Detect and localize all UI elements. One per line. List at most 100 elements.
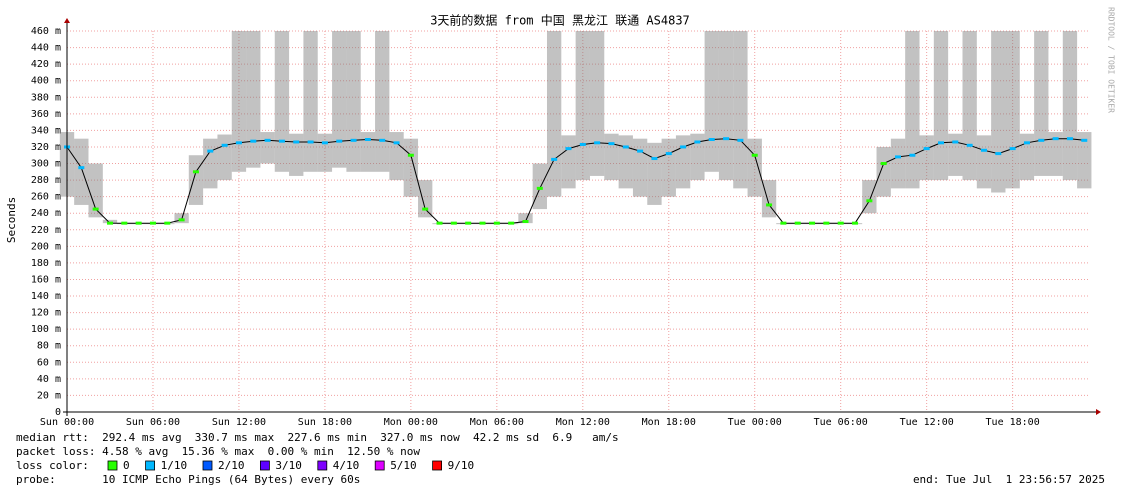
x-tick-label: Sun 12:00	[212, 417, 266, 428]
smoke	[1077, 132, 1092, 189]
y-axis-label: Seconds	[5, 197, 18, 243]
smoke	[403, 138, 419, 197]
y-tick-label: 20 m	[37, 390, 61, 401]
median-point	[637, 149, 644, 153]
median-point	[622, 145, 629, 149]
smoke	[962, 31, 977, 181]
median-point	[1038, 138, 1045, 142]
median-point	[264, 138, 271, 142]
smoke	[991, 31, 1006, 193]
smoke	[1048, 132, 1063, 176]
median-point	[780, 221, 787, 225]
median-point	[379, 138, 386, 142]
y-tick-label: 0	[55, 407, 61, 418]
median-point	[178, 218, 185, 222]
y-tick-label: 420 m	[31, 59, 61, 70]
legend-swatch	[259, 460, 270, 471]
y-tick-label: 320 m	[31, 142, 61, 153]
smoke	[303, 31, 318, 172]
smoke	[418, 180, 433, 218]
legend-label: 3/10	[275, 459, 302, 472]
legend-swatch	[107, 460, 118, 471]
end-time: end: Tue Jul 1 23:56:57 2025	[913, 473, 1105, 486]
probe-line: probe: 10 ICMP Echo Pings (64 Bytes) eve…	[16, 473, 360, 486]
smoke	[561, 135, 576, 189]
legend-swatch	[202, 460, 213, 471]
median-point	[436, 221, 443, 225]
y-tick-label: 160 m	[31, 274, 61, 285]
stats-line: median rtt: 292.4 ms avg 330.7 ms max 22…	[16, 431, 619, 444]
smoke	[675, 135, 691, 189]
median-point	[92, 207, 99, 211]
median-point	[794, 221, 801, 225]
median-point	[293, 140, 300, 144]
median-point	[880, 162, 887, 166]
median-point	[508, 221, 515, 225]
legend-swatch	[317, 460, 328, 471]
x-tick-label: Sun 06:00	[126, 417, 180, 428]
legend-label: 4/10	[333, 459, 360, 472]
median-point	[751, 153, 758, 157]
y-tick-label: 400 m	[31, 76, 61, 87]
smoke	[690, 133, 705, 181]
median-point	[522, 220, 529, 223]
smoke	[289, 133, 304, 176]
median-point	[536, 186, 543, 190]
median-point	[278, 139, 285, 143]
x-tick-label: Sun 00:00	[40, 417, 94, 428]
stats-line: packet loss: 4.58 % avg 15.36 % max 0.00…	[16, 445, 420, 458]
smoke	[74, 138, 89, 205]
smoke	[246, 31, 261, 168]
smoke	[862, 180, 877, 214]
median-point	[393, 141, 400, 145]
median-point	[164, 221, 171, 225]
y-tick-label: 220 m	[31, 225, 61, 236]
smoke	[933, 31, 949, 181]
median-point	[336, 139, 343, 143]
x-tick-label: Tue 12:00	[900, 417, 954, 428]
smoke	[604, 133, 619, 181]
y-tick-label: 100 m	[31, 324, 61, 335]
median-point	[608, 142, 615, 146]
smoke	[1019, 133, 1035, 181]
smoke	[375, 31, 390, 172]
smoke	[389, 132, 404, 181]
x-tick-label: Tue 00:00	[728, 417, 782, 428]
median-point	[321, 141, 328, 145]
smoke	[618, 135, 633, 189]
y-tick-label: 380 m	[31, 92, 61, 103]
median-point	[192, 170, 199, 174]
legend-label: 9/10	[448, 459, 475, 472]
smoke	[317, 133, 333, 172]
median-point	[579, 142, 586, 146]
y-tick-label: 140 m	[31, 291, 61, 302]
y-tick-label: 300 m	[31, 159, 61, 170]
smoke	[188, 155, 204, 205]
legend-swatch	[145, 460, 156, 471]
y-tick-label: 200 m	[31, 241, 61, 252]
median-point	[350, 138, 357, 142]
median-point	[565, 147, 572, 151]
median-point	[551, 157, 558, 161]
smoke	[88, 163, 103, 218]
median-point	[937, 141, 944, 145]
smoke	[1062, 31, 1078, 181]
median-point	[364, 138, 371, 142]
x-tick-label: Mon 12:00	[556, 417, 610, 428]
smoke	[589, 31, 605, 176]
smoke	[761, 180, 777, 218]
x-tick-label: Tue 06:00	[814, 417, 868, 428]
median-point	[1052, 137, 1059, 141]
median-point	[680, 145, 687, 149]
smoke	[231, 31, 247, 172]
smoke	[733, 31, 748, 189]
smoke	[546, 31, 562, 197]
median-point	[450, 221, 457, 225]
legend-label: 5/10	[390, 459, 417, 472]
y-tick-label: 120 m	[31, 308, 61, 319]
legend-label: 2/10	[218, 459, 245, 472]
median-point	[106, 221, 113, 225]
median-point	[221, 143, 228, 147]
median-point	[135, 221, 142, 225]
median-point	[307, 140, 314, 144]
